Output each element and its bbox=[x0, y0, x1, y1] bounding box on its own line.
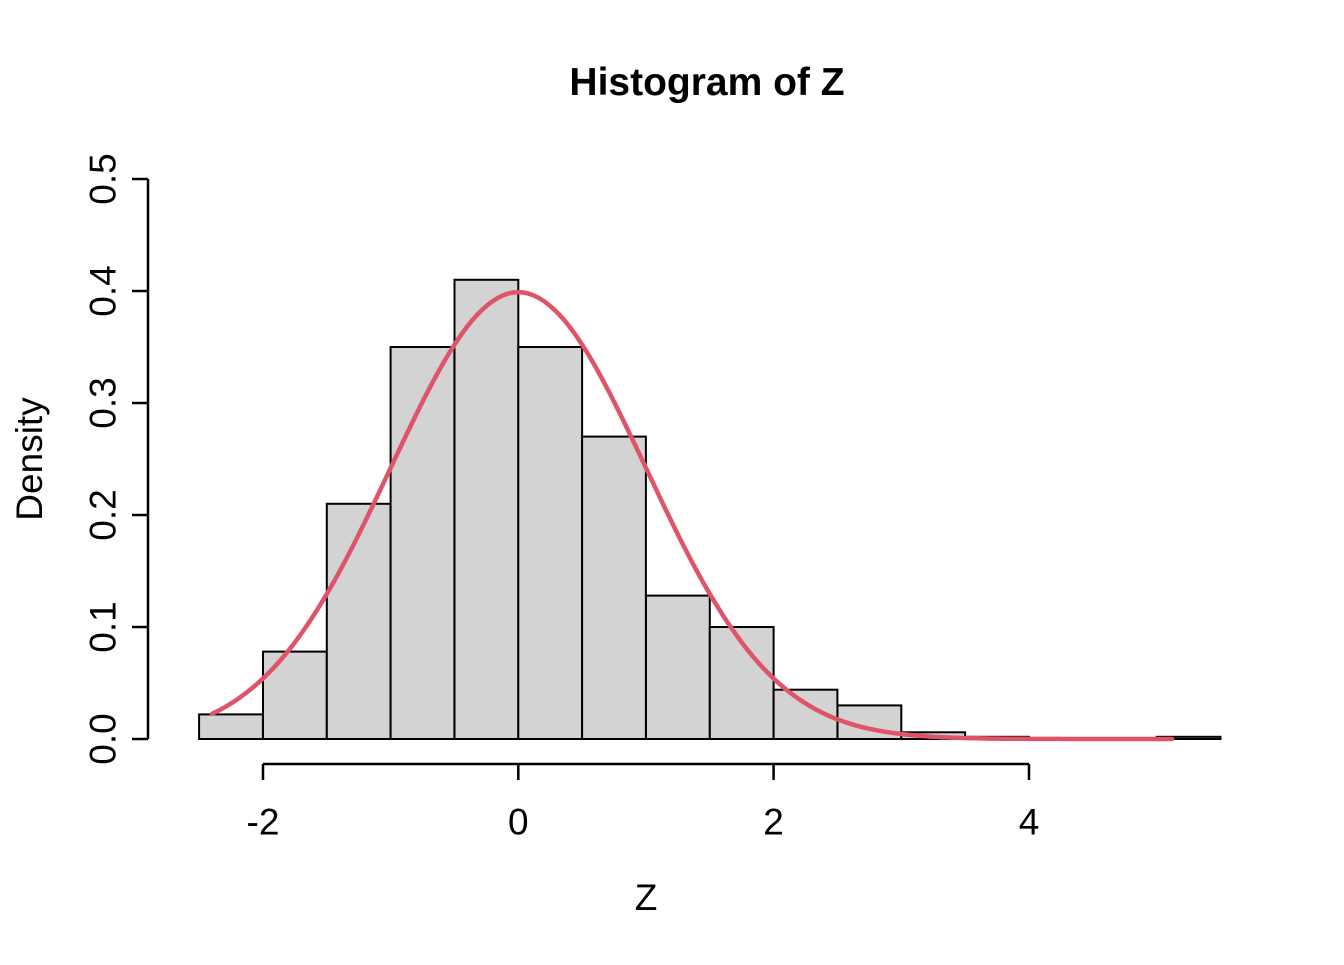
histogram-bar bbox=[325, 502, 392, 740]
y-axis-label: Density bbox=[9, 397, 50, 521]
density-curve bbox=[209, 289, 1175, 742]
histogram-bar bbox=[198, 713, 264, 741]
x-tick-label: 2 bbox=[763, 802, 784, 843]
y-tick-label: 0.5 bbox=[83, 153, 124, 204]
y-tick-label: 0.2 bbox=[83, 489, 124, 540]
histogram-bar bbox=[517, 346, 584, 740]
x-tick-label: 0 bbox=[508, 802, 529, 843]
histogram-bar bbox=[453, 278, 520, 740]
x-tick-label: -2 bbox=[247, 802, 280, 843]
y-tick-label: 0.4 bbox=[83, 265, 124, 316]
x-tick-label: 4 bbox=[1019, 802, 1040, 843]
axes-layer: 0.0 0.1 0.2 0.3 0.4 0.5 -2 0 2 4 bbox=[83, 153, 1040, 842]
histogram-bar bbox=[389, 346, 456, 740]
y-tick-label: 0.1 bbox=[83, 601, 124, 652]
histogram-bar bbox=[645, 594, 711, 740]
y-tick-label: 0.0 bbox=[83, 713, 124, 764]
density-curve-layer bbox=[209, 289, 1175, 742]
x-axis-label: Z bbox=[635, 877, 658, 918]
histogram-bar bbox=[581, 435, 647, 740]
y-tick-label: 0.3 bbox=[83, 377, 124, 428]
chart-title: Histogram of Z bbox=[569, 61, 844, 104]
histogram-bars bbox=[198, 278, 1222, 741]
histogram-bar bbox=[262, 650, 328, 740]
